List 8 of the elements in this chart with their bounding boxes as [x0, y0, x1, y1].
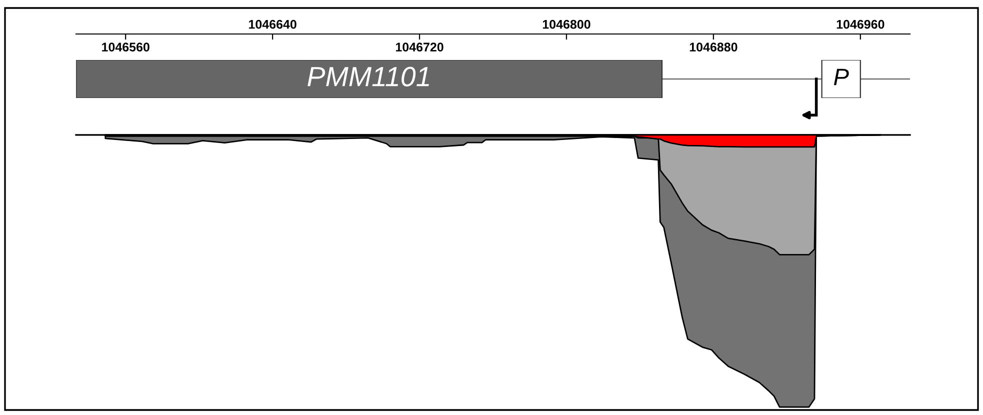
x2-tick-label: 1046960 — [836, 20, 884, 29]
x-tick-label: 1046560 — [102, 42, 150, 52]
x2-tick-label: 1046800 — [542, 20, 590, 29]
x-tick-label: 1046720 — [396, 42, 444, 52]
x-tick-label: 1046880 — [690, 42, 738, 52]
annotation: P — [834, 68, 849, 86]
x2-tick-label: 1046640 — [249, 20, 296, 29]
annotation: PMM1101 — [308, 66, 429, 86]
